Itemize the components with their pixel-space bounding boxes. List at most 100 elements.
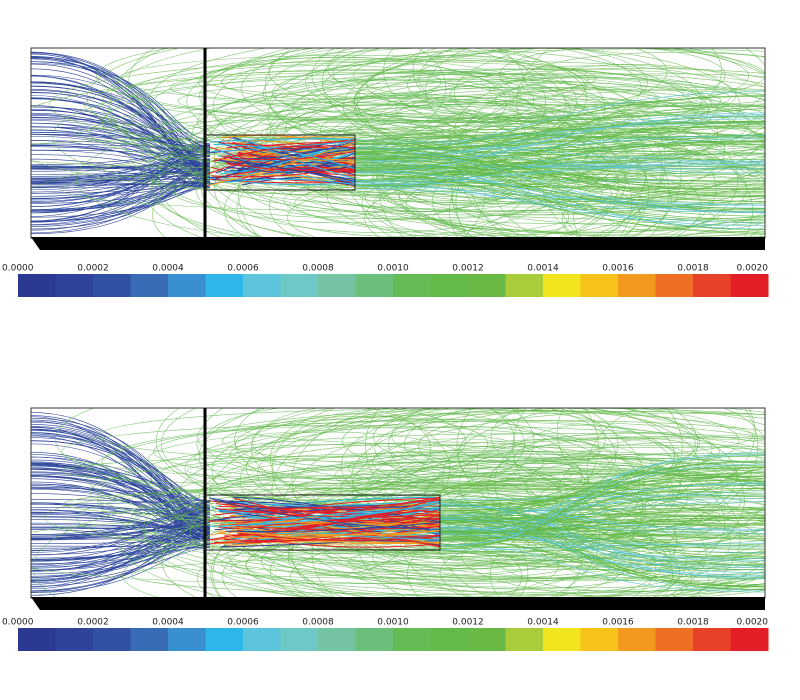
streamline: [407, 490, 765, 598]
streamline: [499, 48, 726, 104]
streamline: [439, 455, 765, 550]
streamline: [354, 164, 765, 169]
streamline: [269, 63, 507, 143]
colorbar-tick-label: 0.0004: [152, 618, 184, 628]
streamline: [354, 95, 765, 155]
colorbar-tick-label: 0.0020: [737, 618, 769, 628]
streamline: [226, 140, 356, 149]
colorbar-tick-label: 0.0012: [452, 264, 484, 274]
streamline: [354, 105, 765, 161]
streamline: [439, 518, 765, 591]
colorbar-tick-label: 0.0018: [677, 264, 709, 274]
colorbar-segment: [355, 628, 394, 651]
colorbar-segment: [580, 628, 619, 651]
streamline: [354, 139, 765, 162]
streamline: [31, 155, 211, 188]
streamline: [395, 458, 765, 547]
streamline: [225, 162, 356, 172]
streamline: [562, 172, 765, 238]
colorbar-tick-label: 0.0000: [2, 618, 34, 628]
colorbar-segment: [618, 628, 656, 651]
colorbar-segment: [280, 628, 319, 651]
streamline: [247, 536, 765, 570]
streamline: [244, 138, 356, 179]
streamline: [441, 408, 765, 558]
streamline: [31, 182, 211, 185]
nozzle: [204, 134, 356, 191]
streamline: [229, 157, 356, 180]
streamline: [516, 48, 765, 185]
streamline: [294, 165, 765, 238]
colorbar-segment: [505, 274, 544, 297]
streamline: [439, 494, 765, 501]
colorbar-segment: [655, 628, 694, 651]
colorbar-tick-label: 0.0002: [77, 618, 109, 628]
streamline: [240, 48, 642, 139]
streamline: [147, 426, 765, 491]
streamline: [354, 170, 765, 213]
streamline: [573, 158, 765, 238]
streamline: [200, 79, 587, 237]
streamline: [439, 535, 765, 570]
streamline: [31, 61, 211, 141]
streamline: [153, 420, 720, 483]
streamline: [246, 408, 765, 536]
streamline: [228, 525, 441, 536]
colorbar-segment: [580, 274, 619, 297]
streamline: [31, 465, 211, 547]
colorbar-segment: [130, 274, 169, 297]
streamline: [407, 48, 765, 129]
streamline: [305, 48, 648, 124]
streamline: [31, 160, 211, 203]
streamline: [439, 534, 765, 559]
streamline: [239, 408, 765, 566]
colorbar-segment: [205, 274, 244, 297]
colorbar-tick-label: 0.0014: [527, 264, 559, 274]
streamline: [31, 165, 211, 175]
streamline: [357, 48, 765, 184]
colorbar-tick-label: 0.0016: [602, 618, 634, 628]
streamline: [439, 475, 765, 512]
colorbar-segment: [693, 628, 731, 651]
streamline: [354, 122, 765, 145]
streamline: [354, 188, 765, 213]
streamline: [439, 527, 765, 578]
streamline: [208, 502, 441, 527]
streamline: [215, 508, 441, 518]
streamline: [439, 518, 765, 585]
streamline: [31, 85, 211, 181]
floor: [31, 237, 765, 250]
streamline: [31, 500, 211, 556]
streamline: [160, 408, 525, 505]
streamline: [31, 516, 211, 536]
streamline: [439, 452, 765, 546]
streamline: [194, 432, 765, 483]
nozzle: [204, 494, 441, 551]
colorbar-segment: [430, 628, 469, 651]
colorbar-segment: [168, 628, 206, 651]
streamline: [365, 159, 765, 237]
streamlines: [31, 48, 765, 238]
streamline: [297, 115, 765, 168]
streamline: [31, 143, 211, 191]
streamline: [224, 507, 441, 541]
colorbar-tick-label: 0.0004: [152, 264, 184, 274]
streamline: [149, 48, 765, 170]
streamline: [31, 185, 211, 218]
streamline: [232, 532, 441, 545]
streamline: [354, 147, 765, 210]
streamline: [361, 121, 765, 238]
streamline: [354, 171, 765, 206]
streamline: [130, 556, 765, 595]
streamline: [155, 408, 535, 511]
streamline: [354, 120, 765, 145]
colorbar-segment: [355, 274, 394, 297]
streamline: [31, 478, 211, 532]
streamline: [439, 539, 765, 587]
colorbar-segment: [130, 628, 169, 651]
streamline: [439, 504, 765, 569]
streamline: [31, 134, 211, 167]
streamline: [213, 499, 441, 530]
streamline: [439, 508, 765, 528]
